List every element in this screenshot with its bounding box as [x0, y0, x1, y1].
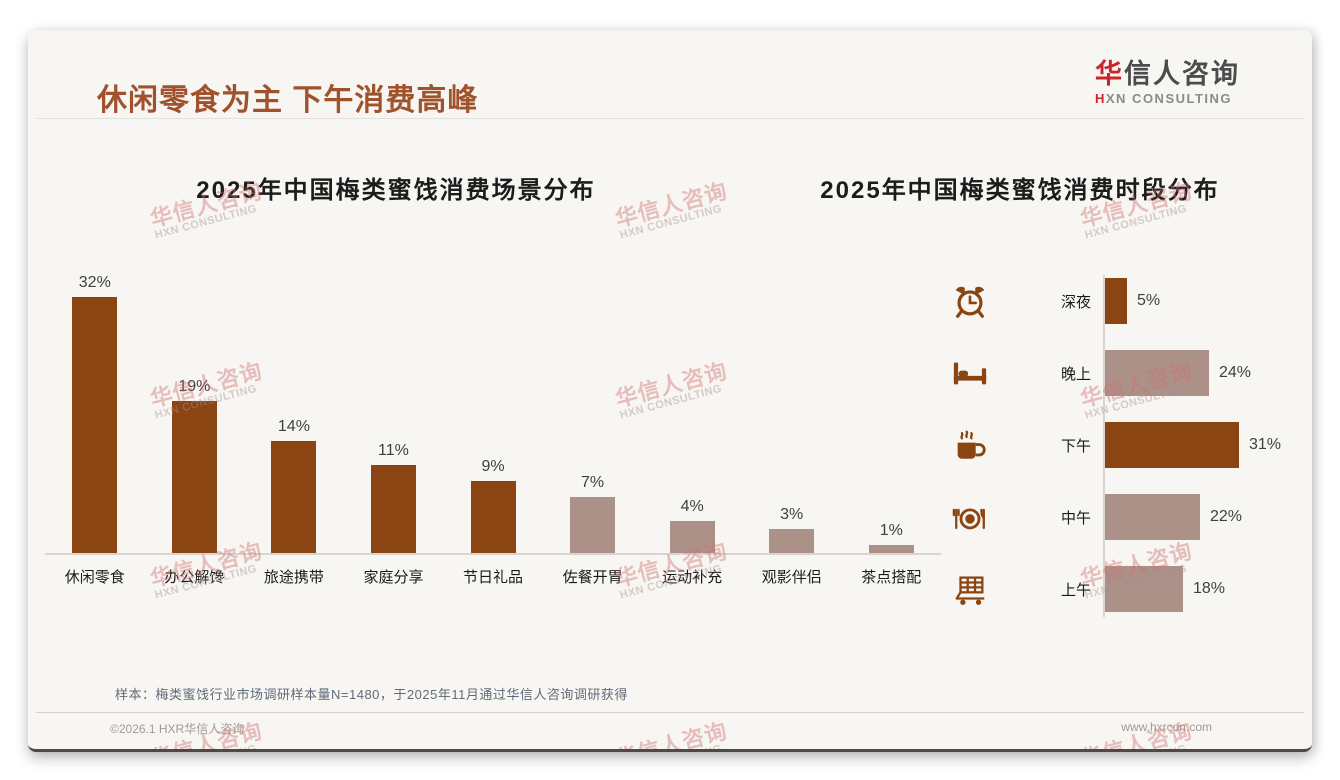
bar-category-label: 家庭分享 [363, 569, 424, 586]
bar [1105, 566, 1183, 612]
bar-value-label: 7% [581, 474, 605, 491]
bar-column: 3% [742, 269, 842, 553]
chart-row: 上午 18% [908, 553, 1312, 625]
bar-category-label: 佐餐开胃 [562, 569, 623, 586]
alarm-clock-icon [948, 282, 992, 320]
bar [669, 521, 715, 553]
logo-chinese-name: 华信人咨询 [1095, 59, 1240, 89]
time-chart-plot-area: 深夜 5% 晚上 24% 下午 31% 中午 22% 上午 18% [908, 265, 1312, 625]
bar-category-label: 观影伴侣 [761, 569, 822, 586]
bar-value-label: 24% [1219, 364, 1252, 381]
company-logo: 华信人咨询 HXN CONSULTING [1095, 59, 1240, 106]
bar [171, 401, 217, 553]
scenario-chart-title: 2025年中国梅类蜜饯消费场景分布 [196, 177, 596, 204]
chart-row: 下午 31% [908, 409, 1312, 481]
bar-category-label: 节日礼品 [463, 569, 524, 586]
bar [470, 481, 516, 553]
bar [370, 465, 416, 553]
bar [1105, 278, 1127, 324]
bar [769, 529, 815, 553]
bar [271, 441, 317, 553]
page-title: 休闲零食为主 下午消费高峰 [97, 84, 479, 117]
sample-footnote: 样本：梅类蜜饯行业市场调研样本量N=1480，于2025年11月通过华信人咨询调… [115, 687, 628, 702]
bar [1105, 422, 1239, 468]
bar-category-label: 茶点搭配 [861, 569, 922, 586]
bar [72, 297, 118, 553]
bar-column: 19% [145, 269, 245, 553]
logo-english-name: HXN CONSULTING [1095, 90, 1233, 106]
coffee-mug-icon [948, 426, 992, 464]
bar [868, 545, 914, 553]
time-chart-axis-line [1103, 275, 1105, 617]
footer-website: www.hxrcon.com [1121, 720, 1212, 734]
bar-category-label: 旅途携带 [263, 569, 324, 586]
time-category-label: 中午 [1060, 509, 1091, 527]
bar-column: 4% [642, 269, 742, 553]
bar [570, 497, 616, 553]
bar-value-label: 22% [1210, 508, 1243, 525]
bar-value-label: 19% [178, 378, 211, 395]
time-bar-chart: 深夜 5% 晚上 24% 下午 31% 中午 22% 上午 18% [908, 265, 1312, 625]
bar-column: 7% [543, 269, 643, 553]
time-category-label: 深夜 [1060, 293, 1091, 311]
bar-value-label: 18% [1193, 580, 1226, 597]
bed-icon [948, 354, 992, 392]
bar-column: 1% [842, 269, 942, 553]
bar-value-label: 11% [378, 442, 409, 459]
footer-copyright: ©2026.1 HXR华信人咨询 [110, 722, 245, 736]
scenario-bar-chart: 32% 19% 14% 11% 9% 7% 4% 3% 1% 休闲零食 办公解馋 旅途携带 家庭分享 节… [45, 269, 941, 587]
bar [1105, 350, 1209, 396]
footer-divider [36, 712, 1304, 713]
bar-value-label: 4% [680, 498, 704, 515]
bar-column: 9% [443, 269, 543, 553]
report-slide: 华信人咨询 HXN CONSULTING 华信人咨询 HXN CONSULTING 华信… [28, 30, 1312, 752]
time-category-label: 下午 [1060, 437, 1091, 455]
bar-value-label: 5% [1137, 292, 1161, 309]
bar-column: 14% [244, 269, 344, 553]
chart-row: 中午 22% [908, 481, 1312, 553]
bar [1105, 494, 1200, 540]
bar-value-label: 1% [879, 522, 903, 539]
bar-value-label: 14% [277, 418, 310, 435]
bar-value-label: 32% [78, 274, 111, 291]
bar-value-label: 9% [481, 458, 505, 475]
shopping-cart-icon [948, 570, 992, 608]
time-category-label: 晚上 [1060, 365, 1091, 383]
bar-category-label: 办公解馋 [164, 569, 225, 586]
bar-value-label: 3% [780, 506, 804, 523]
time-chart-title: 2025年中国梅类蜜饯消费时段分布 [820, 177, 1220, 204]
chart-row: 晚上 24% [908, 337, 1312, 409]
bar-value-label: 31% [1249, 436, 1282, 453]
bar-column: 11% [344, 269, 444, 553]
scenario-chart-axis-labels: 休闲零食 办公解馋 旅途携带 家庭分享 节日礼品 佐餐开胃 运动补充 观影伴侣 茶点搭配 [45, 555, 941, 587]
bar-category-label: 运动补充 [662, 569, 723, 586]
bar-category-label: 休闲零食 [64, 569, 125, 586]
header-divider [36, 118, 1304, 119]
bar-column: 32% [45, 269, 145, 553]
time-category-label: 上午 [1060, 581, 1091, 599]
chart-row: 深夜 5% [908, 265, 1312, 337]
scenario-chart-plot-area: 32% 19% 14% 11% 9% 7% 4% 3% 1% [45, 269, 941, 555]
dining-plate-icon [948, 498, 992, 536]
